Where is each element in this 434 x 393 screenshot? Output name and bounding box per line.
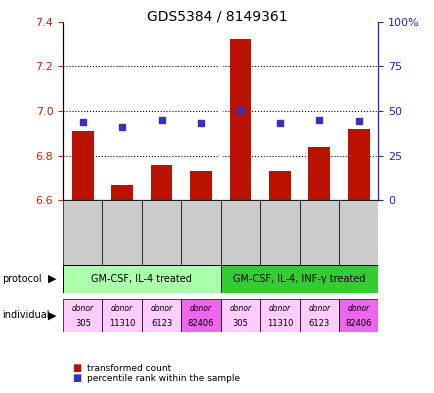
Text: donor: donor bbox=[150, 304, 172, 313]
Bar bbox=[338, 299, 378, 332]
Bar bbox=[72, 131, 93, 200]
Bar bbox=[269, 171, 290, 200]
Text: protocol: protocol bbox=[2, 274, 42, 284]
Text: ▶: ▶ bbox=[48, 310, 56, 320]
Bar bbox=[299, 299, 338, 332]
Bar bbox=[63, 299, 102, 332]
Text: donor: donor bbox=[347, 304, 369, 313]
Bar bbox=[338, 200, 378, 265]
Bar bbox=[260, 200, 299, 265]
Text: transformed count: transformed count bbox=[87, 364, 171, 373]
Bar bbox=[111, 185, 133, 200]
Text: 11310: 11310 bbox=[266, 319, 293, 328]
Text: GDS5384 / 8149361: GDS5384 / 8149361 bbox=[147, 10, 287, 24]
Text: donor: donor bbox=[268, 304, 290, 313]
Text: 6123: 6123 bbox=[308, 319, 329, 328]
Text: 11310: 11310 bbox=[109, 319, 135, 328]
Text: donor: donor bbox=[308, 304, 329, 313]
Text: ▶: ▶ bbox=[48, 274, 56, 284]
Bar bbox=[220, 299, 260, 332]
Text: donor: donor bbox=[111, 304, 133, 313]
Bar bbox=[220, 265, 378, 293]
Text: 305: 305 bbox=[232, 319, 248, 328]
Text: 305: 305 bbox=[75, 319, 91, 328]
Text: donor: donor bbox=[72, 304, 94, 313]
Text: percentile rank within the sample: percentile rank within the sample bbox=[87, 374, 240, 383]
Text: donor: donor bbox=[190, 304, 212, 313]
Text: ■: ■ bbox=[72, 373, 81, 384]
Text: 82406: 82406 bbox=[345, 319, 371, 328]
Text: 6123: 6123 bbox=[151, 319, 172, 328]
Bar bbox=[260, 299, 299, 332]
Bar bbox=[181, 299, 220, 332]
Bar bbox=[229, 40, 251, 200]
Bar bbox=[347, 129, 369, 200]
Text: individual: individual bbox=[2, 310, 49, 320]
Text: 82406: 82406 bbox=[187, 319, 214, 328]
Bar bbox=[102, 200, 141, 265]
Bar bbox=[181, 200, 220, 265]
Text: GM-CSF, IL-4 treated: GM-CSF, IL-4 treated bbox=[91, 274, 192, 284]
Text: GM-CSF, IL-4, INF-γ treated: GM-CSF, IL-4, INF-γ treated bbox=[233, 274, 365, 284]
Bar bbox=[190, 171, 211, 200]
Bar bbox=[151, 165, 172, 200]
Text: ■: ■ bbox=[72, 363, 81, 373]
Bar bbox=[63, 265, 220, 293]
Bar bbox=[141, 299, 181, 332]
Bar bbox=[63, 200, 102, 265]
Bar bbox=[102, 299, 141, 332]
Bar bbox=[299, 200, 338, 265]
Bar bbox=[308, 147, 329, 200]
Bar bbox=[220, 200, 260, 265]
Text: donor: donor bbox=[229, 304, 251, 313]
Bar bbox=[141, 200, 181, 265]
